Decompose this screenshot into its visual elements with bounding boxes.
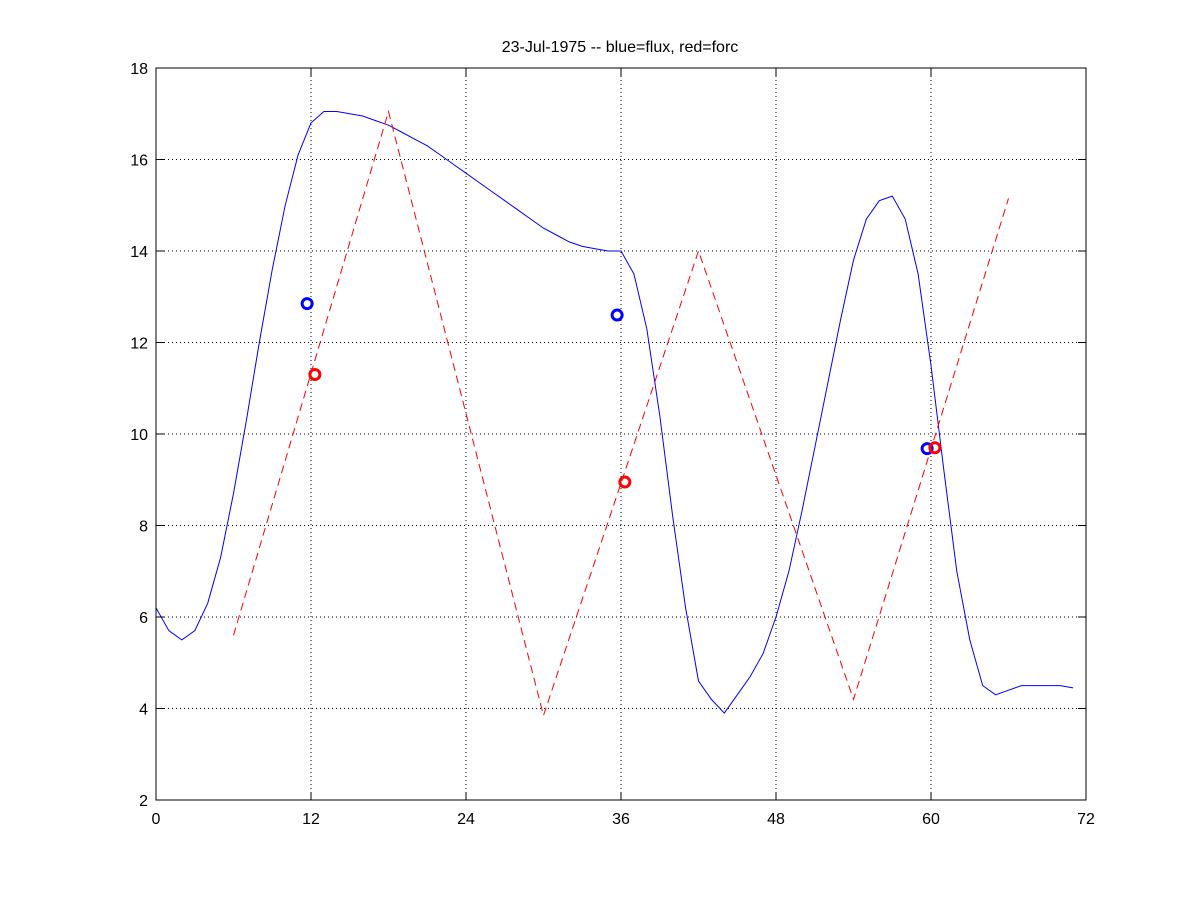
tick-label-x: 60 bbox=[922, 811, 940, 828]
forc-marker bbox=[618, 475, 632, 489]
forc-marker bbox=[928, 441, 942, 455]
flux-series-line bbox=[155, 111, 1074, 714]
chart-title: 23-Jul-1975 -- blue=flux, red=forc bbox=[502, 39, 739, 56]
tick-label-y: 18 bbox=[130, 61, 148, 78]
tick-label-y: 14 bbox=[130, 244, 148, 261]
tick-label-x: 12 bbox=[302, 811, 320, 828]
flux-marker bbox=[610, 308, 624, 322]
tick-label-y: 2 bbox=[139, 793, 148, 810]
tick-label-y: 16 bbox=[130, 153, 148, 170]
forc-marker bbox=[308, 368, 322, 382]
tick-label-x: 48 bbox=[767, 811, 785, 828]
tick-label-y: 12 bbox=[130, 336, 148, 353]
tick-label-x: 36 bbox=[612, 811, 630, 828]
forc-series-line bbox=[233, 109, 1009, 718]
tick-label-y: 8 bbox=[139, 519, 148, 536]
tick-label-y: 10 bbox=[130, 427, 148, 444]
grid-lines bbox=[156, 68, 1086, 800]
tick-label-x: 72 bbox=[1077, 811, 1095, 828]
flux-marker bbox=[300, 297, 314, 311]
tick-label-y: 6 bbox=[139, 610, 148, 627]
tick-label-y: 4 bbox=[139, 702, 148, 719]
tick-label-x: 24 bbox=[457, 811, 475, 828]
plot-markers bbox=[300, 297, 942, 489]
flux-marker bbox=[920, 442, 934, 456]
tick-label-x: 0 bbox=[152, 811, 161, 828]
plot-lines bbox=[155, 109, 1074, 718]
